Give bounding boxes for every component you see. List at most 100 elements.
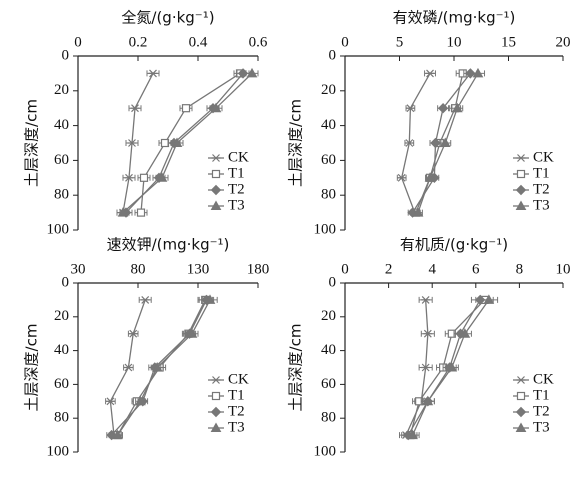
y-tick-label: 0 — [329, 274, 337, 290]
legend-label: T2 — [228, 403, 245, 419]
x-tick-label: 10 — [556, 261, 571, 277]
y-tick-label: 80 — [321, 410, 336, 426]
legend-label: T2 — [228, 181, 245, 197]
marker — [423, 329, 433, 338]
x-tick-label: 10 — [447, 34, 462, 50]
legend-marker — [211, 391, 221, 401]
y-tick-label: 60 — [54, 376, 69, 392]
marker — [407, 429, 418, 440]
legend-label: CK — [228, 371, 249, 387]
y-tick-label: 100 — [314, 443, 337, 459]
panel-title: 有机质/(g·kg⁻¹) — [400, 236, 508, 254]
marker — [130, 104, 140, 113]
x-tick-label: 30 — [71, 261, 86, 277]
marker — [148, 69, 158, 78]
x-tick-label: 2 — [385, 261, 393, 277]
legend-label: T1 — [533, 165, 550, 181]
legend-marker — [515, 406, 527, 418]
y-axis-label: 土层深度/cm — [23, 99, 41, 187]
marker — [160, 138, 170, 148]
marker — [459, 328, 471, 338]
marker — [246, 67, 258, 78]
marker — [181, 104, 191, 113]
marker — [465, 68, 476, 79]
y-axis-label: 土层深度/cm — [287, 99, 305, 187]
panel-title: 全氮/(g·kg⁻¹) — [121, 9, 214, 27]
y-axis-label: 土层深度/cm — [23, 324, 41, 412]
y-tick-label: 40 — [321, 117, 336, 133]
marker — [210, 102, 222, 113]
marker — [424, 172, 436, 182]
legend-label: T1 — [228, 165, 245, 181]
marker — [446, 361, 458, 372]
y-axis-label: 土层深度/cm — [287, 324, 305, 412]
legend-label: T3 — [228, 419, 245, 435]
y-tick-label: 40 — [54, 117, 69, 133]
x-tick-label: 0 — [341, 261, 349, 277]
marker — [140, 295, 150, 304]
legend-marker — [515, 200, 527, 210]
legend-label: T2 — [533, 181, 550, 197]
marker — [136, 208, 146, 217]
legend-marker — [211, 376, 221, 384]
legend-marker — [211, 169, 221, 179]
marker — [439, 137, 451, 147]
x-tick-label: 5 — [396, 34, 404, 50]
panel: 有效磷/(mg·kg⁻¹) 土层深度/cm 0 5 10 15 20 0 20 40 60 80 100… — [287, 9, 571, 238]
marker — [171, 137, 183, 147]
x-tick-label: 130 — [187, 261, 210, 277]
legend-marker — [211, 154, 221, 162]
panel: 有机质/(g·kg⁻¹)土层深度/cm0 2 4 6 8 10020406080100CK… — [287, 236, 571, 460]
legend-label: T3 — [228, 197, 245, 213]
marker — [135, 395, 146, 406]
marker — [404, 139, 414, 147]
marker — [425, 69, 435, 78]
x-tick-label: 0 — [74, 34, 82, 50]
y-tick-label: 80 — [54, 410, 69, 426]
marker — [123, 363, 133, 372]
marker — [483, 294, 495, 304]
legend-marker — [516, 376, 526, 384]
y-tick-label: 20 — [54, 82, 69, 98]
marker — [421, 295, 431, 304]
y-tick-label: 80 — [321, 187, 336, 203]
marker — [430, 137, 441, 149]
y-tick-label: 60 — [321, 152, 336, 168]
marker — [472, 67, 484, 78]
y-tick-label: 0 — [62, 274, 70, 290]
x-tick-label: 6 — [472, 261, 480, 277]
marker — [151, 361, 163, 372]
y-tick-label: 100 — [47, 443, 70, 459]
panel: 速效钾/(mg·kg⁻¹) 土层深度/cm 30 80 130 180 0 20 40 60 80 1… — [23, 236, 270, 460]
marker — [451, 102, 463, 113]
marker — [405, 104, 415, 113]
legend-marker — [210, 422, 222, 432]
x-tick-label: 8 — [516, 261, 524, 277]
y-tick-label: 20 — [321, 82, 336, 98]
marker — [412, 207, 424, 217]
y-tick-label: 40 — [54, 342, 69, 358]
y-tick-label: 20 — [54, 308, 69, 324]
legend-marker — [516, 169, 526, 179]
panel-title: 有效磷/(mg·kg⁻¹) — [393, 9, 516, 27]
x-tick-label: 0.2 — [129, 34, 148, 50]
y-tick-label: 60 — [54, 152, 69, 168]
x-tick-label: 15 — [501, 34, 516, 50]
marker — [112, 429, 123, 440]
marker — [124, 173, 134, 182]
legend-label: T1 — [228, 387, 245, 403]
x-tick-label: 0 — [341, 34, 349, 50]
series-line — [125, 72, 244, 214]
legend-marker — [515, 422, 527, 432]
panel: 全氮/(g·kg⁻¹) 土层深度/cm 0 0.2 0.4 0.6 0 20 40 60 80 100… — [23, 9, 268, 238]
x-tick-label: 20 — [556, 34, 571, 50]
x-tick-label: 0.4 — [189, 34, 208, 50]
marker — [117, 207, 129, 217]
marker — [421, 363, 431, 372]
legend-label: CK — [533, 149, 554, 165]
panel-title: 速效钾/(mg·kg⁻¹) — [107, 236, 230, 254]
marker — [127, 139, 137, 147]
legend-marker — [210, 184, 222, 196]
marker — [128, 329, 138, 338]
y-tick-label: 100 — [47, 221, 70, 237]
